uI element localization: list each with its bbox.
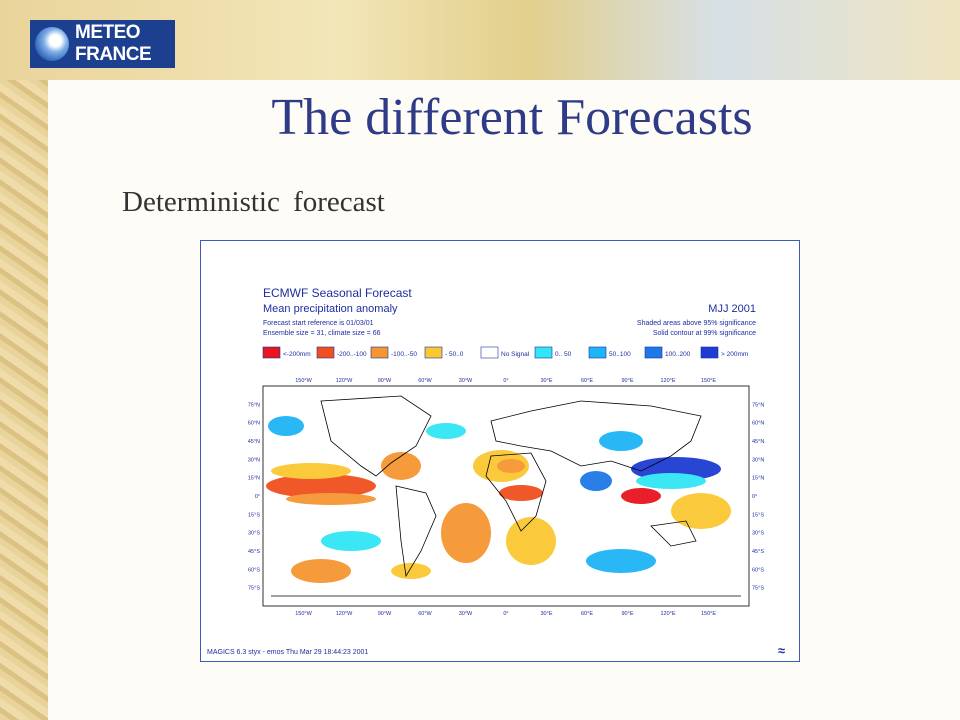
lon-label: 30°E (541, 611, 553, 617)
legend-swatch (588, 346, 607, 359)
legend-swatch (262, 346, 281, 359)
legend-swatch (316, 346, 335, 359)
logo: METEO FRANCE (30, 20, 175, 68)
axes: 150°W 150°W 120°W 120°W 90°W 90°W 60°W 60°W 30°W… (248, 378, 765, 617)
logo-text: METEO (75, 22, 141, 43)
lat-label: 15°S (752, 512, 764, 518)
lat-label: 60°S (752, 567, 764, 573)
lon-label: 90°E (622, 378, 634, 384)
texture-strip (0, 0, 48, 720)
lon-label: 120°E (660, 378, 675, 384)
lat-label: 15°S (248, 512, 260, 518)
lat-label: 60°N (752, 421, 764, 427)
lat-label: 45°S (248, 549, 260, 555)
lat-label: 45°S (752, 549, 764, 555)
lon-label: 120°W (336, 378, 353, 384)
fig-period: MJJ 2001 (708, 303, 756, 315)
lat-label: 0° (752, 494, 757, 500)
lat-label: 60°N (248, 421, 260, 427)
fig-note: Solid contour at 99% significance (653, 330, 756, 337)
legend-label: <-200mm (283, 351, 311, 358)
lat-label: 30°S (752, 531, 764, 537)
fig-title: ECMWF Seasonal Forecast (263, 286, 412, 300)
title: The different Forecasts (271, 89, 753, 146)
lat-label: 45°N (752, 439, 764, 445)
figure-svg: ECMWF Seasonal Forecast Mean precipitati… (207, 286, 785, 658)
lat-label: 75°S (752, 586, 764, 592)
legend-swatch (644, 346, 663, 359)
lat-label: 30°N (248, 457, 260, 463)
figure: ECMWF Seasonal Forecast Mean precipitati… (200, 240, 800, 662)
lon-label: 0° (503, 611, 508, 617)
lon-label: 0° (503, 378, 508, 384)
lat-label: 30°S (248, 531, 260, 537)
subtitle: Deterministic forecast (122, 186, 385, 218)
legend-swatch (370, 346, 389, 359)
logo-globe (35, 27, 69, 61)
lon-label: 30°E (541, 378, 553, 384)
lat-label: 15°N (248, 476, 260, 482)
fig-footer: MAGICS 6.3 styx - emos Thu Mar 29 18:44:… (207, 649, 368, 656)
lon-label: 90°W (378, 611, 392, 617)
legend-label: - 50..0 (445, 351, 464, 358)
legend-label: No Signal (501, 351, 530, 358)
lon-label: 120°E (660, 611, 675, 617)
lon-label: 120°W (336, 611, 353, 617)
lat-label: 75°S (248, 586, 260, 592)
lon-label: 150°W (295, 378, 312, 384)
lon-label: 150°W (295, 611, 312, 617)
lat-label: 0° (255, 494, 260, 500)
legend-swatch (534, 346, 553, 359)
lat-label: 75°N (752, 402, 764, 408)
legend-swatch (424, 346, 443, 359)
fig-note: Shaded areas above 95% significance (637, 320, 756, 327)
legend-swatch (700, 346, 719, 359)
fig-info: Ensemble size = 31, climate size = 66 (263, 330, 381, 337)
lon-label: 60°W (418, 378, 432, 384)
fig-logo: ≈ (778, 643, 785, 658)
fig-subtitle: Mean precipitation anomaly (263, 303, 398, 315)
coastlines (271, 395, 741, 597)
lon-label: 30°W (459, 378, 473, 384)
lon-label: 90°E (622, 611, 634, 617)
legend: <-200mm -200..-100 -100..-50 - 50..0 No Sign… (262, 346, 748, 359)
legend-label: -200..-100 (337, 351, 367, 358)
anomaly-shading (266, 416, 731, 583)
lat-label: 15°N (752, 476, 764, 482)
legend-swatch (480, 346, 499, 359)
lon-label: 60°E (581, 611, 593, 617)
map (262, 385, 750, 607)
legend-label: > 200mm (721, 351, 748, 358)
lon-label: 60°W (418, 611, 432, 617)
lon-label: 30°W (459, 611, 473, 617)
lat-label: 45°N (248, 439, 260, 445)
lon-label: 90°W (378, 378, 392, 384)
legend-label: 100..200 (665, 351, 691, 358)
lat-label: 30°N (752, 457, 764, 463)
fig-info: Forecast start reference is 01/03/01 (263, 320, 374, 327)
legend-label: 50..100 (609, 351, 631, 358)
legend-label: -100..-50 (391, 351, 417, 358)
logo-text: FRANCE (75, 44, 152, 65)
lat-label: 75°N (248, 402, 260, 408)
lon-label: 150°E (701, 378, 716, 384)
lon-label: 60°E (581, 378, 593, 384)
lat-label: 60°S (248, 567, 260, 573)
lon-label: 150°E (701, 611, 716, 617)
legend-label: 0.. 50 (555, 351, 572, 358)
